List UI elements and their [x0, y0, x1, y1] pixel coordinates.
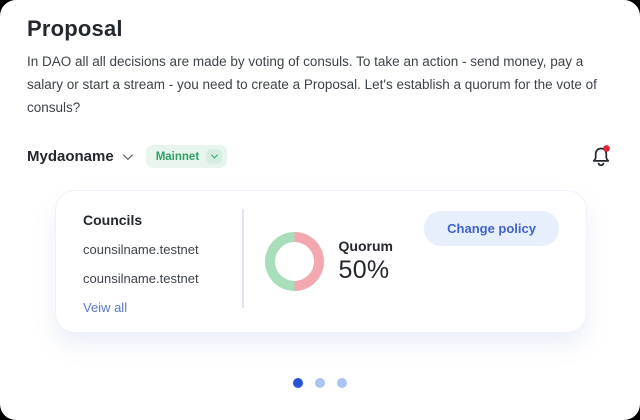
dao-name-label: Mydaoname: [27, 148, 114, 166]
pagination-dot-3[interactable]: [337, 377, 347, 388]
page-description: In DAO all all decisions are made by vot…: [27, 54, 597, 115]
change-policy-button[interactable]: Change policy: [424, 210, 559, 246]
pagination-dot-1[interactable]: [293, 377, 303, 388]
quorum-label: Quorum: [338, 237, 393, 254]
bell-icon: [592, 144, 610, 166]
council-member: counsilname.testnet: [83, 241, 199, 257]
notification-dot: [603, 144, 610, 152]
vertical-divider: [242, 208, 244, 308]
page-title: Proposal: [27, 16, 123, 41]
view-all-link[interactable]: Veiw all: [83, 299, 128, 315]
quorum-donut-chart: [264, 231, 324, 291]
chevron-down-icon: [122, 150, 133, 161]
quorum-value: 50%: [338, 255, 390, 284]
council-member: counsilname.testnet: [83, 270, 199, 286]
pagination-dots: [27, 377, 613, 388]
dao-header-row: Mydaoname Mainnet: [27, 144, 613, 170]
chevron-down-icon: [206, 149, 223, 165]
councils-section: Councils counsilname.testnet counsilname…: [56, 191, 242, 332]
notification-bell-button[interactable]: [589, 144, 613, 170]
quorum-card: Councils counsilname.testnet counsilname…: [55, 189, 587, 333]
councils-title: Councils: [83, 211, 143, 228]
pagination-dot-2[interactable]: [315, 377, 325, 388]
quorum-section: Quorum 50%: [244, 191, 393, 332]
network-badge-dropdown[interactable]: Mainnet: [145, 145, 228, 169]
network-badge-label: Mainnet: [155, 150, 200, 163]
dao-name-dropdown[interactable]: Mydaoname: [27, 148, 133, 166]
